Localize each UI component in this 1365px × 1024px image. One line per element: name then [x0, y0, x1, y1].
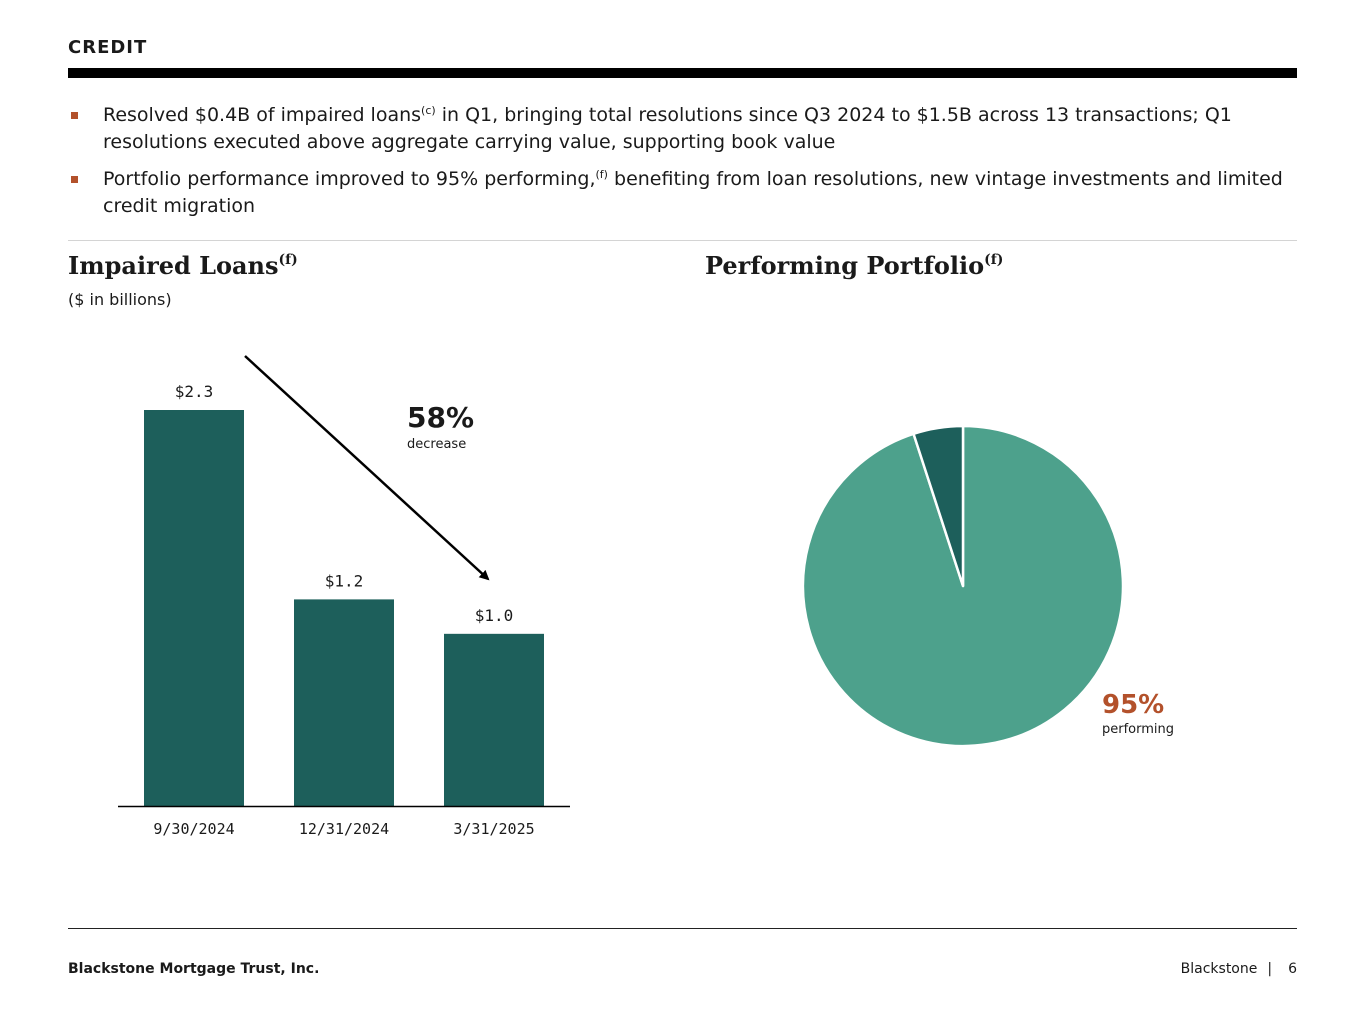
x-tick-label: 3/31/2025	[453, 820, 534, 838]
bar-value-label: $2.3	[175, 382, 214, 401]
bullet-list: Resolved $0.4B of impaired loans(c) in Q…	[68, 102, 1303, 230]
bullet-square-icon	[71, 112, 78, 119]
bar	[444, 633, 544, 806]
performing-percent: 95%	[1102, 690, 1164, 720]
page-number: 6	[1288, 961, 1297, 977]
impaired-loans-title: Impaired Loans(f)	[68, 251, 298, 280]
performing-label: performing	[1102, 722, 1174, 737]
x-tick-label: 9/30/2024	[153, 820, 234, 838]
footer-rule	[68, 928, 1297, 929]
x-tick-label: 12/31/2024	[299, 820, 389, 838]
bar	[294, 599, 394, 806]
bullet-item: Portfolio performance improved to 95% pe…	[68, 166, 1303, 220]
performing-portfolio-chart: 95% performing	[801, 424, 1174, 748]
impaired-loans-subtitle: ($ in billions)	[68, 290, 172, 309]
company-name: Blackstone Mortgage Trust, Inc.	[68, 961, 320, 977]
brand-name: Blackstone	[1180, 961, 1258, 977]
footer-separator: |	[1267, 961, 1273, 977]
header-rule	[68, 68, 1297, 78]
decrease-label: decrease	[407, 437, 466, 452]
bar	[144, 410, 244, 806]
bar-value-label: $1.2	[325, 571, 364, 590]
decrease-percent: 58%	[407, 401, 474, 434]
divider	[68, 240, 1297, 241]
footer-brand: Blackstone | 6	[1181, 961, 1297, 977]
performing-portfolio-title: Performing Portfolio(f)	[705, 251, 1004, 280]
decrease-arrow	[244, 355, 490, 581]
bullet-item: Resolved $0.4B of impaired loans(c) in Q…	[68, 102, 1303, 156]
section-label: CREDIT	[68, 37, 148, 58]
impaired-loans-chart: 58% decrease $2.3 9/30/2024 $1.2 12/31/2024…	[118, 355, 570, 838]
pie-slice-non-performing	[912, 424, 965, 588]
bullet-square-icon	[71, 176, 78, 183]
bar-value-label: $1.0	[475, 606, 514, 625]
